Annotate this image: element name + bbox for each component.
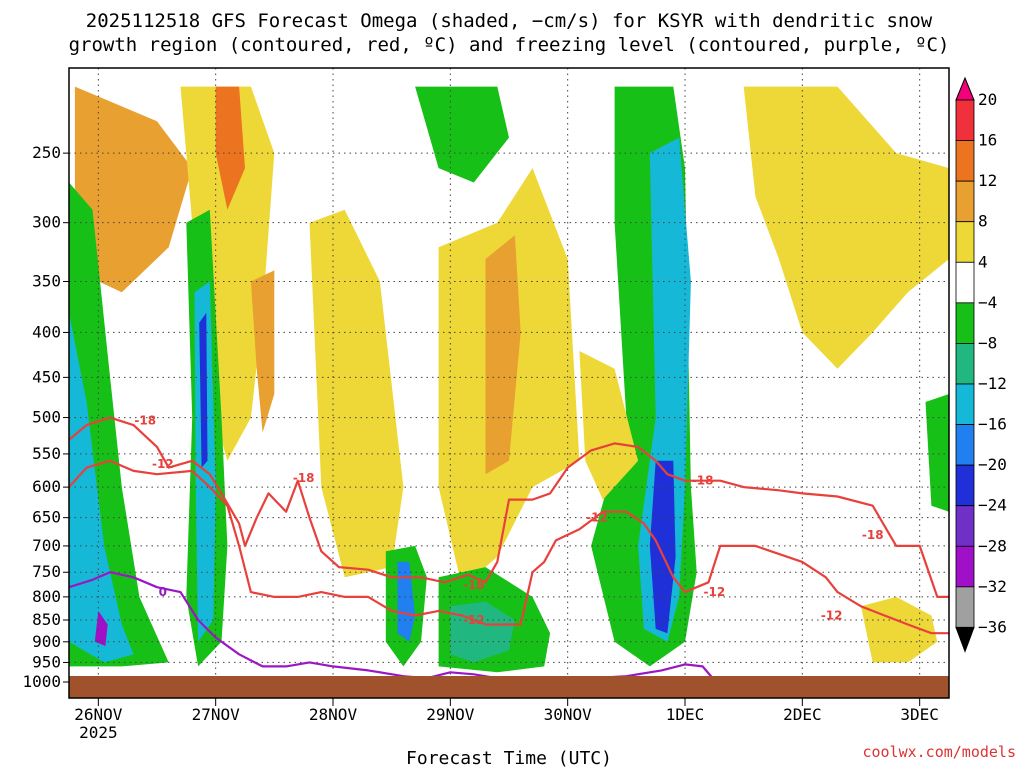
colorbar-label: −4 xyxy=(978,293,997,312)
y-tick-label-1000: 1000 xyxy=(22,672,61,691)
colorbar-swatch-1 xyxy=(955,99,975,141)
dgz-contour-label: -12 xyxy=(152,457,174,471)
dgz-contour-m12 xyxy=(69,459,949,635)
omega-region-3 xyxy=(94,610,108,646)
y-tick-label-400: 400 xyxy=(32,322,61,341)
x-tick-label-1DEC: 1DEC xyxy=(666,705,705,724)
colorbar-label: 20 xyxy=(978,90,997,109)
x-axis: 26NOV 27NOV 28NOV 29NOV 30NOV 1DEC 2DEC 3DEC 202… xyxy=(74,698,939,742)
y-tick-label-900: 900 xyxy=(32,632,61,651)
x-tick-label-28NOV: 28NOV xyxy=(309,705,358,724)
y-tick-label-650: 650 xyxy=(32,508,61,527)
colorbar-label: −24 xyxy=(978,496,1007,515)
omega-region-24 xyxy=(925,394,949,512)
omega-region-13 xyxy=(415,86,509,183)
omega-region-10 xyxy=(309,209,404,578)
dgz-contour-label: -12 xyxy=(463,613,485,627)
plot-frame xyxy=(68,67,950,699)
freezing-contour-label: 0 xyxy=(159,585,167,599)
colorbar-bottom-arrow xyxy=(955,626,975,653)
colorbar-label: 8 xyxy=(978,212,988,231)
x-tick-label-30NOV: 30NOV xyxy=(544,705,593,724)
y-tick-label-500: 500 xyxy=(32,408,61,427)
colorbar-swatch-10 xyxy=(955,464,975,507)
colorbar-label: −20 xyxy=(978,455,1007,474)
dgz-contour-label: -12 xyxy=(703,585,725,599)
x-tick-label-29NOV: 29NOV xyxy=(426,705,475,724)
y-tick-label-600: 600 xyxy=(32,477,61,496)
omega-region-21 xyxy=(743,86,949,369)
omega-region-2 xyxy=(69,312,134,663)
colorbar-swatch-5 xyxy=(955,261,975,304)
y-tick-label-300: 300 xyxy=(32,213,61,232)
y-axis: 250 300 350 400 450 500 550 600 650 700 750 800 850 9… xyxy=(22,143,69,691)
y-tick-label-700: 700 xyxy=(32,536,61,555)
x-tick-label-3DEC: 3DEC xyxy=(900,705,939,724)
colorbar-label: −8 xyxy=(978,333,997,352)
dgz-contour-label: -18 xyxy=(134,414,156,428)
colorbar-swatch-12 xyxy=(955,545,975,588)
dgz-contour-label: -18 xyxy=(692,474,714,488)
contour-labels: -18 -18 -18 -18 -18 -12 -12 -12 -12 -12 0 xyxy=(134,414,884,627)
y-tick-label-350: 350 xyxy=(32,271,61,290)
colorbar-swatch-11 xyxy=(955,505,975,547)
colorbar-label: 12 xyxy=(978,171,997,190)
omega-region-19 xyxy=(638,137,691,642)
x-year-label: 2025 xyxy=(79,723,118,742)
y-tick-label-450: 450 xyxy=(32,367,61,386)
terrain-band xyxy=(69,676,949,698)
colorbar-label: −16 xyxy=(978,415,1007,434)
colorbar-swatch-2 xyxy=(955,140,975,182)
omega-shading-layer xyxy=(69,86,949,673)
omega-region-9 xyxy=(199,312,208,468)
dgz-contour-label: -12 xyxy=(586,511,608,525)
colorbar-swatch-6 xyxy=(955,302,975,344)
omega-region-23 xyxy=(579,351,639,500)
y-tick-label-800: 800 xyxy=(32,587,61,606)
colorbar-label: −36 xyxy=(978,617,1007,636)
credit-text[interactable]: coolwx.com/models xyxy=(862,743,1016,761)
dgz-contour-label: -12 xyxy=(821,608,843,622)
y-tick-label-950: 950 xyxy=(32,652,61,671)
omega-region-15 xyxy=(397,561,416,642)
x-tick-label-26NOV: 26NOV xyxy=(74,705,123,724)
dgz-contour-label: -18 xyxy=(463,578,485,592)
colorbar-swatch-9 xyxy=(955,424,975,466)
colorbar-swatch-7 xyxy=(955,343,975,385)
x-tick-label-2DEC: 2DEC xyxy=(783,705,822,724)
colorbar-swatch-4 xyxy=(955,221,975,263)
colorbar-label: 16 xyxy=(978,131,997,150)
y-tick-label-550: 550 xyxy=(32,444,61,463)
colorbar-label: −12 xyxy=(978,374,1007,393)
omega-region-5 xyxy=(215,86,245,210)
dgz-contour-label: -18 xyxy=(293,471,315,485)
y-tick-label-750: 750 xyxy=(32,562,61,581)
colorbar: 20 16 12 8 4 −4 −8 −12 −16 −20 −24 −28 −32 −36 xyxy=(955,76,1007,653)
dgz-contour-m18 xyxy=(69,416,949,599)
x-axis-title: Forecast Time (UTC) xyxy=(406,748,612,768)
colorbar-swatch-8 xyxy=(955,383,975,425)
dgz-contour-label: -18 xyxy=(862,528,884,542)
omega-region-12 xyxy=(485,235,521,475)
colorbar-swatch-3 xyxy=(955,180,975,223)
colorbar-label: −28 xyxy=(978,536,1007,555)
chart-title-line2: growth region (contoured, red, ºC) and f… xyxy=(69,34,950,56)
omega-region-0 xyxy=(74,86,193,293)
chart-title-line1: 2025112518 GFS Forecast Omega (shaded, −… xyxy=(86,10,933,32)
omega-region-6 xyxy=(250,270,275,433)
colorbar-label: −32 xyxy=(978,577,1007,596)
y-tick-label-850: 850 xyxy=(32,610,61,629)
y-tick-label-250: 250 xyxy=(32,143,61,162)
colorbar-swatch-13 xyxy=(955,586,975,628)
omega-region-20 xyxy=(649,460,676,634)
x-tick-label-27NOV: 27NOV xyxy=(192,705,241,724)
colorbar-top-arrow xyxy=(955,76,975,101)
colorbar-label: 4 xyxy=(978,252,988,271)
